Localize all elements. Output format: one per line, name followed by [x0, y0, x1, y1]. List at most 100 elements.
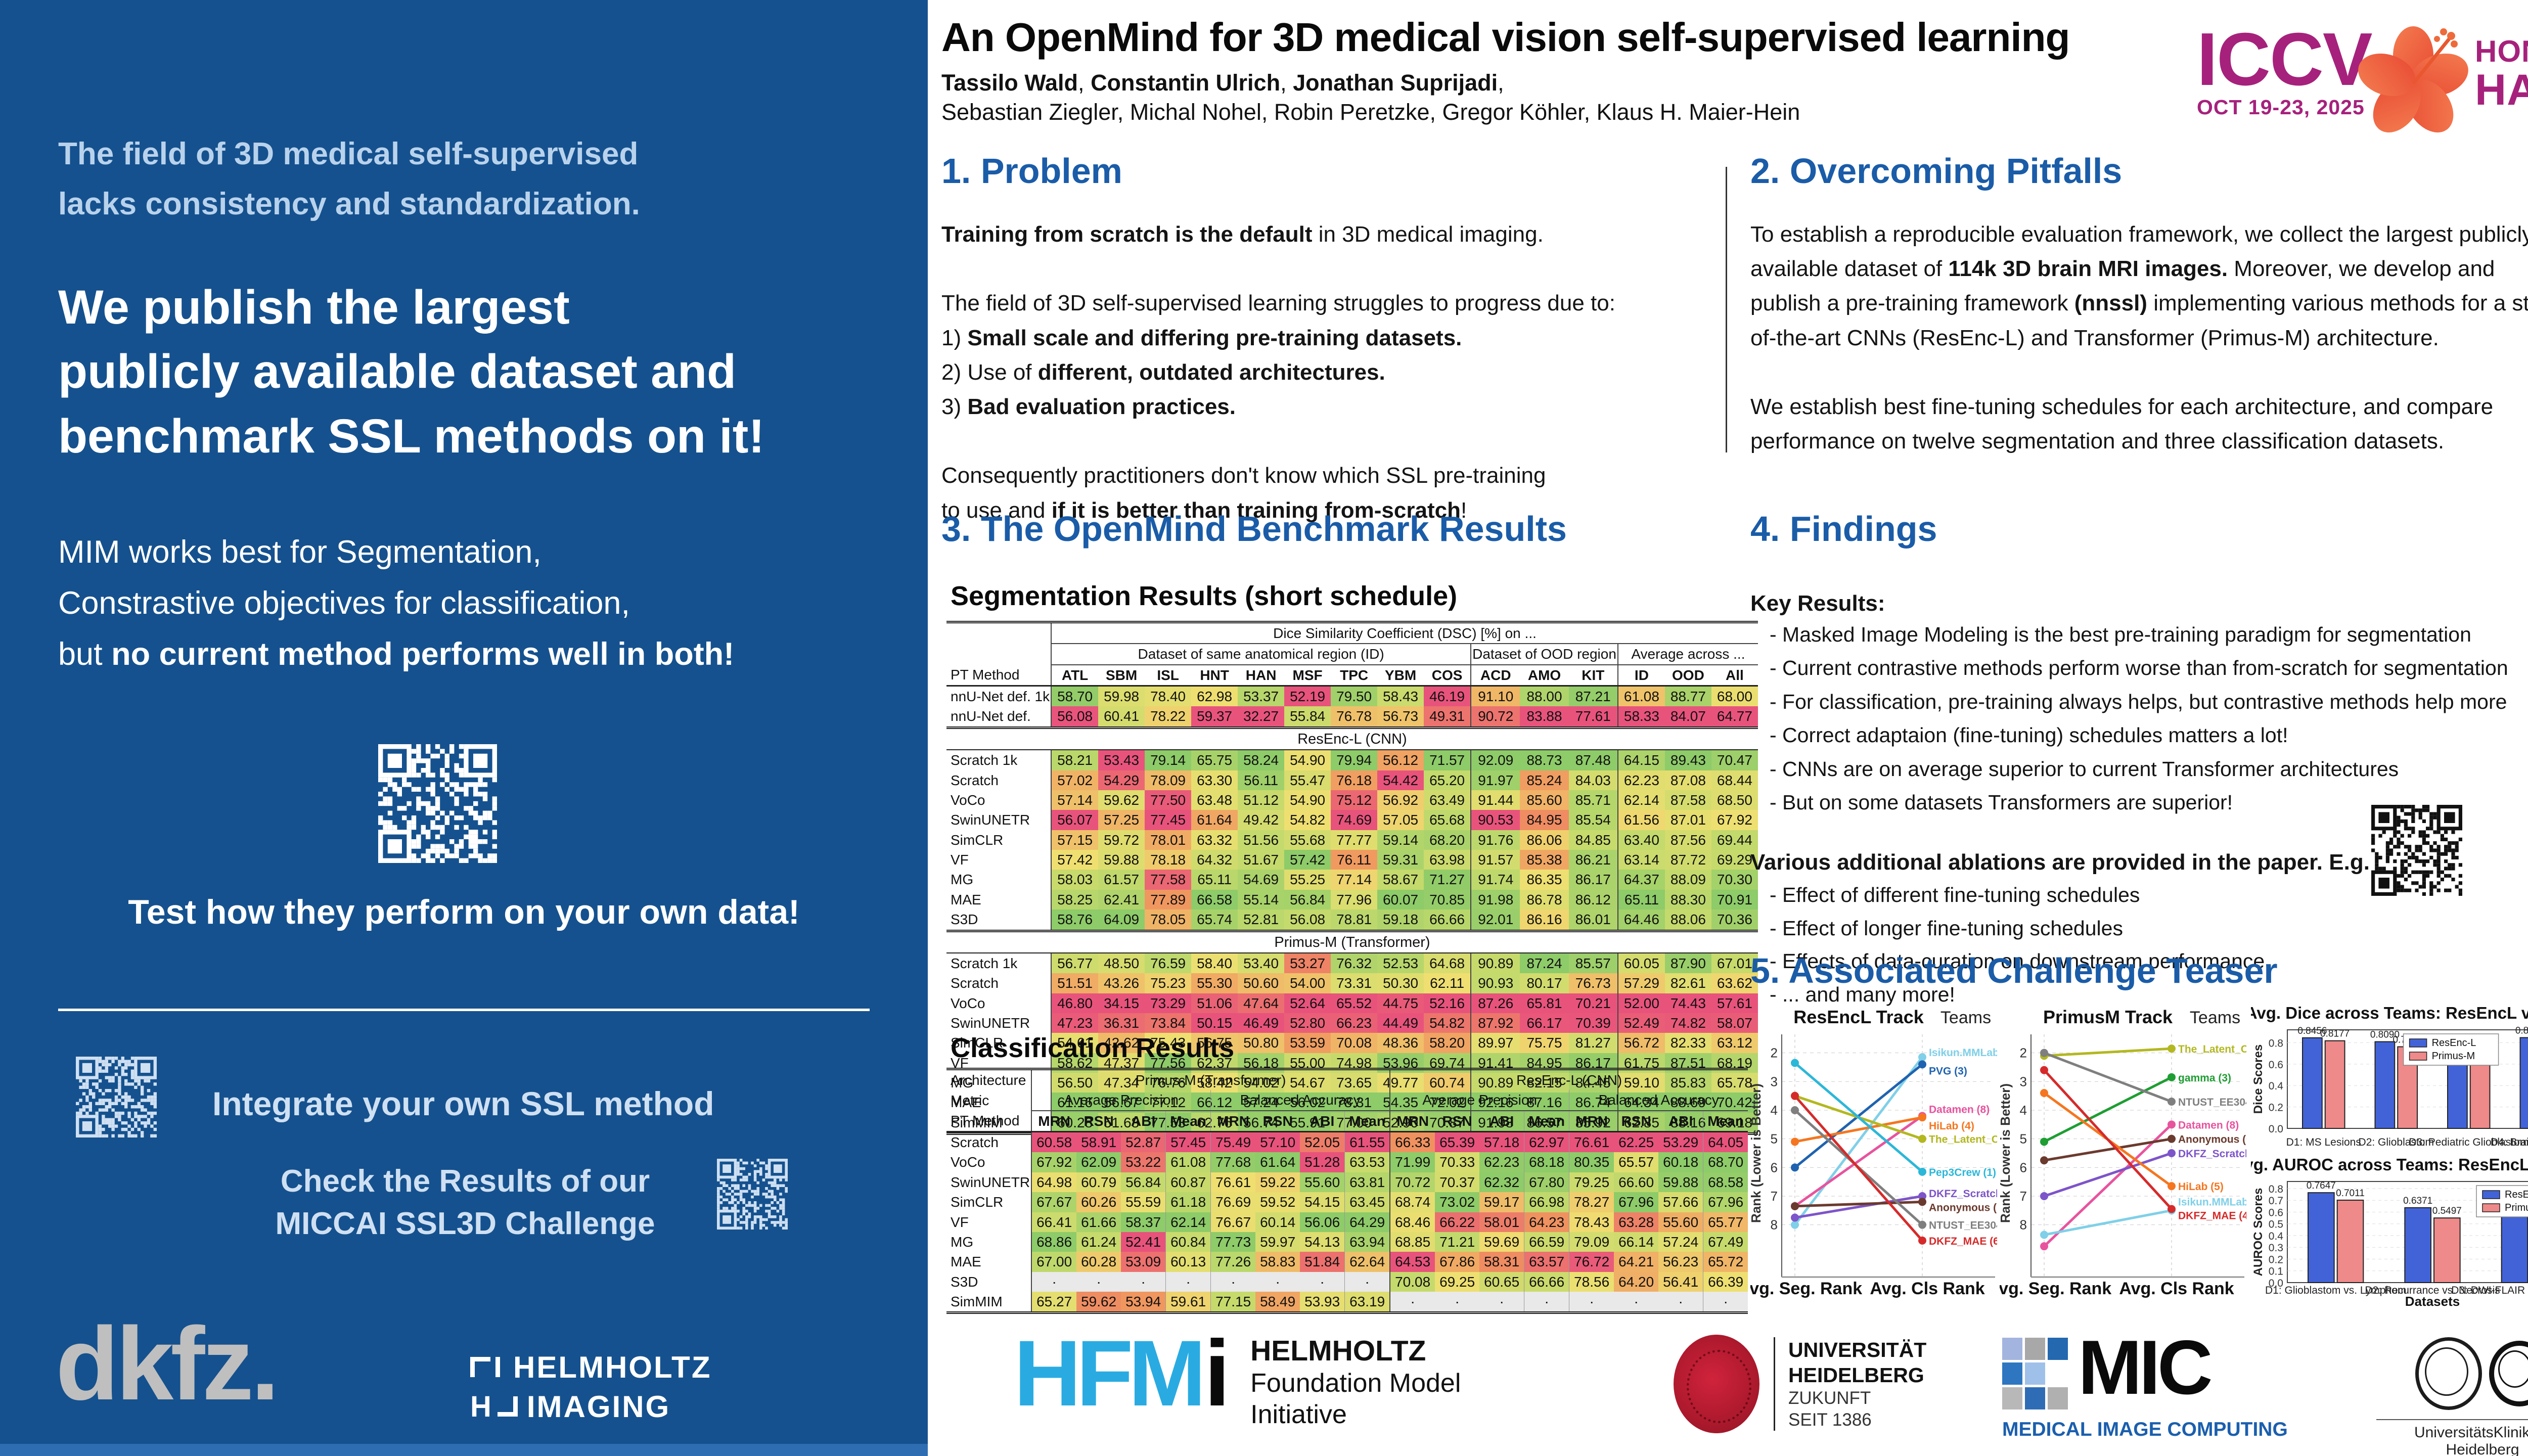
mic-square [2048, 1338, 2068, 1360]
svg-text:0.4: 0.4 [2269, 1231, 2284, 1242]
mic-square [2002, 1362, 2022, 1385]
svg-text:ResEnc-L: ResEnc-L [2432, 1037, 2476, 1049]
svg-text:DKFZ_Scratch (7): DKFZ_Scratch (7) [2178, 1148, 2246, 1160]
svg-text:0.1: 0.1 [2269, 1266, 2283, 1278]
slope-chart-primusm-track: PrimusM Track Teams 2 3 4 5 6 7 8 Rank (Lower is … [1987, 1002, 2313, 1308]
hibiscus-flower-icon [2358, 26, 2468, 132]
classification-table: Architecture Primus-M (Transformer) ResEnc… [946, 1068, 1748, 1314]
svg-text:gamma (3): gamma (3) [2178, 1072, 2231, 1084]
svg-text:0.8456: 0.8456 [2297, 1026, 2327, 1036]
svg-text:Avg. Cls Rank: Avg. Cls Rank [1870, 1279, 1984, 1298]
svg-text:0.3: 0.3 [2269, 1242, 2283, 1254]
section3-title: 3. The OpenMind Benchmark Results [941, 509, 1567, 549]
helmholtz-logo-row1: HELMHOLTZ [470, 1347, 711, 1387]
uni-heidelberg-logo: UNIVERSITÄT HEIDELBERG ZUKUNFT SEIT 1386 [1674, 1335, 1926, 1433]
uni-hd-line2: HEIDELBERG [1788, 1363, 1924, 1387]
iccv-location: HONOLULU HAWAII [2475, 35, 2528, 113]
mic-square [2002, 1387, 2022, 1409]
svg-text:HiLab (4): HiLab (4) [1929, 1120, 1974, 1132]
svg-text:Anonymous (6): Anonymous (6) [2178, 1134, 2246, 1146]
key-results-bullets: - Masked Image Modeling is the best pre-… [1770, 623, 2508, 814]
svg-text:The_Latent_Campus (: The_Latent_Campus ( [1929, 1134, 1997, 1146]
sidebar-footer-strip [0, 1444, 928, 1456]
svg-text:PVG (3): PVG (3) [1929, 1065, 1967, 1077]
bar-chart-svg: Avg. AUROC across Teams: ResEncL vs. Pri… [2233, 1155, 2528, 1309]
sidebar-cta-challenge: Check the Results of our MICCAI SSL3D Cha… [275, 1164, 655, 1241]
sidebar-headline-text: We publish the largest publicly available… [58, 281, 765, 463]
svg-text:0.8: 0.8 [2269, 1037, 2283, 1049]
hfmi-line1: HELMHOLTZ [1250, 1335, 1426, 1367]
uk-heidelberg-label: UniversitätsKlinikum Heidelberg [2414, 1424, 2528, 1456]
iccv-dates: OCT 19-23, 2025 [2197, 95, 2365, 119]
svg-text:Avg. Cls Rank: Avg. Cls Rank [2119, 1279, 2234, 1298]
svg-text:The_Latent_Campus (1): The_Latent_Campus (1) [2178, 1043, 2246, 1055]
section5-title: 5. Associated Challenge Teaser [1750, 951, 2278, 990]
section1-body: Training from scratch is the default in … [941, 222, 1615, 523]
svg-text:D3: DWI-FLAIR Stroke mismatch: D3: DWI-FLAIR Stroke mismatch [2451, 1285, 2528, 1296]
classification-results-label: Classification Results [951, 1033, 1235, 1063]
uk-seal-1-icon [2415, 1337, 2482, 1410]
svg-text:D3: Pediatric Glioblastom: D3: Pediatric Glioblastom [2409, 1136, 2528, 1148]
svg-text:4: 4 [1771, 1103, 1778, 1118]
helmholtz-bar-icon [495, 1357, 500, 1377]
sidebar-summary-text: MIM works best for Segmentation, Constras… [58, 534, 735, 672]
uni-heidelberg-text: UNIVERSITÄT HEIDELBERG ZUKUNFT SEIT 1386 [1774, 1337, 1926, 1431]
qr-code-svg [378, 744, 497, 863]
mic-square [2025, 1338, 2045, 1360]
classification-table-grid: Architecture Primus-M (Transformer) ResEnc… [946, 1068, 1748, 1314]
section4-title: 4. Findings [1750, 509, 1937, 549]
svg-text:6: 6 [2020, 1160, 2027, 1175]
bar-chart-avg-dice: Avg. Dice across Teams: ResEncL vs. Prim… [2245, 1004, 2528, 1155]
helmholtz-word: HELMHOLTZ [513, 1350, 712, 1384]
hfmi-logo: HFM i HELMHOLTZ Foundation Model Initiat… [1014, 1327, 1461, 1430]
mic-square [2025, 1362, 2045, 1385]
helmholtz-bracket-icon [470, 1357, 490, 1377]
svg-text:ResEnc-L: ResEnc-L [2505, 1189, 2528, 1200]
slope-chart-svg: ResEncL Track Teams 2 3 4 5 6 7 8 Rank (Lower is … [1738, 1007, 2041, 1298]
svg-text:Datamen (8): Datamen (8) [2178, 1119, 2239, 1131]
svg-text:5: 5 [2020, 1131, 2027, 1147]
svg-text:0.7011: 0.7011 [2336, 1188, 2365, 1199]
segmentation-table: Dice Similarity Coefficient (DSC) [%] on… [946, 621, 1758, 1135]
hfmi-text-block: HELMHOLTZ Foundation Model Initiative [1250, 1334, 1461, 1430]
mic-subtitle: MEDICAL IMAGE COMPUTING [2002, 1419, 2288, 1440]
svg-text:0.8177: 0.8177 [2320, 1029, 2350, 1039]
sidebar-intro-text: The field of 3D medical self-supervised l… [58, 136, 640, 222]
svg-text:0.8090: 0.8090 [2370, 1030, 2400, 1040]
svg-text:D2: Glioblastom: D2: Glioblastom [2359, 1136, 2434, 1148]
svg-text:AUROC Scores: AUROC Scores [2251, 1188, 2265, 1277]
svg-text:Isikun.MMLab_and_C.H.(9): Isikun.MMLab_and_C.H.(9) [2178, 1196, 2246, 1208]
svg-text:0.2: 0.2 [2269, 1254, 2283, 1265]
authors-line1: Tassilo Wald, Constantin Ulrich, Jonatha… [941, 70, 1504, 96]
helmholtz-logo-row2: H IMAGING [470, 1387, 711, 1426]
slope-chart-resencl-track: ResEncL Track Teams 2 3 4 5 6 7 8 Rank (Lower is … [1738, 1002, 2041, 1308]
iccv-city-hawaii: HAWAII [2475, 66, 2528, 114]
helmholtz-imaging-logo: HELMHOLTZ H IMAGING [470, 1347, 711, 1426]
svg-text:3: 3 [1771, 1074, 1778, 1089]
svg-text:0.6: 0.6 [2269, 1059, 2283, 1071]
hfmi-line3: Initiative [1250, 1399, 1347, 1429]
sidebar-cta-test: Test how they perform on your own data! [128, 893, 800, 931]
uk-seal-2-icon [2489, 1341, 2528, 1406]
svg-text:0.2: 0.2 [2269, 1102, 2283, 1114]
bar-chart-svg: Avg. Dice across Teams: ResEncL vs. Prim… [2245, 1004, 2528, 1148]
svg-text:2: 2 [2020, 1045, 2027, 1061]
svg-text:Avg. Dice across Teams: ResEnc: Avg. Dice across Teams: ResEncL vs. Prim… [2251, 1004, 2528, 1022]
sidebar-divider [58, 1009, 870, 1011]
segmentation-table-grid: Dice Similarity Coefficient (DSC) [%] on… [946, 621, 1758, 1135]
svg-text:Pep3Crew (1): Pep3Crew (1) [1929, 1167, 1996, 1178]
authors-line2: Sebastian Ziegler, Michal Nohel, Robin P… [941, 99, 1800, 125]
qr-code-test-data [378, 744, 497, 866]
uk-heidelberg-logo: UniversitätsKlinikum Heidelberg [2376, 1337, 2528, 1456]
iccv-logo: ICCV OCT 19-23, 2025 [2197, 22, 2373, 119]
hfmi-line2: Foundation Model [1250, 1369, 1461, 1398]
svg-text:HiLab (5): HiLab (5) [2178, 1181, 2224, 1193]
uni-hd-line4: SEIT 1386 [1788, 1409, 1872, 1430]
svg-text:Datamen (8): Datamen (8) [1929, 1104, 1990, 1115]
column-divider [1726, 167, 1727, 452]
svg-text:Rank (Lower is Better): Rank (Lower is Better) [2000, 1083, 2013, 1223]
sidebar: The field of 3D medical self-supervised l… [0, 0, 928, 1456]
svg-text:Avg. Seg. Rank: Avg. Seg. Rank [2000, 1279, 2111, 1298]
svg-text:0.6371: 0.6371 [2403, 1196, 2432, 1206]
